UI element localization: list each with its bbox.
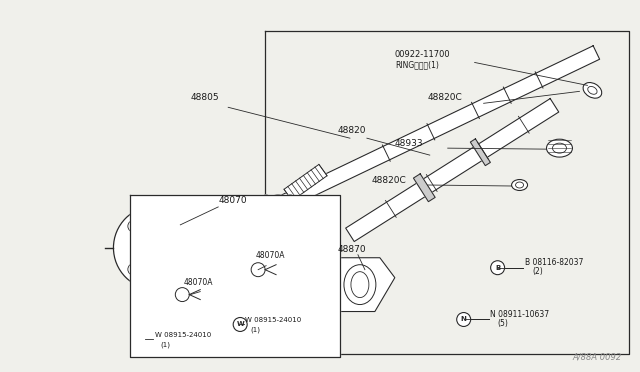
Text: 48820C: 48820C [428,93,463,102]
Circle shape [457,312,470,327]
Ellipse shape [547,139,572,157]
Text: N 08911-10637: N 08911-10637 [490,310,548,318]
Text: N: N [461,317,467,323]
Ellipse shape [351,272,369,298]
Circle shape [265,195,291,221]
Circle shape [128,263,140,275]
Ellipse shape [516,182,524,188]
Circle shape [284,209,296,221]
Ellipse shape [583,83,602,98]
Circle shape [171,220,183,232]
Text: 48070A: 48070A [255,251,285,260]
Text: (2): (2) [532,267,543,276]
Polygon shape [275,46,600,212]
Text: (1): (1) [250,327,260,333]
Text: (5): (5) [498,320,509,328]
Text: 48933: 48933 [395,139,424,148]
Circle shape [251,263,265,277]
Circle shape [138,331,154,347]
Polygon shape [325,258,395,311]
Circle shape [113,206,197,290]
Polygon shape [194,203,268,253]
Text: A/88A 0092: A/88A 0092 [572,352,621,361]
Circle shape [171,263,183,275]
Ellipse shape [344,265,376,305]
Circle shape [134,226,177,270]
Text: 00922-11700: 00922-11700 [395,51,451,60]
Text: B 08116-82037: B 08116-82037 [525,258,583,267]
Text: W 08915-24010: W 08915-24010 [156,333,212,339]
Polygon shape [284,164,327,201]
Text: 48820: 48820 [338,126,367,135]
Circle shape [175,288,189,302]
Text: 48820C: 48820C [372,176,406,185]
Polygon shape [413,174,435,202]
Ellipse shape [511,180,527,190]
Text: RINGリング(1): RINGリング(1) [395,60,438,70]
Text: (1): (1) [161,341,170,348]
Circle shape [148,241,162,254]
Circle shape [491,261,504,275]
Text: W 08915-24010: W 08915-24010 [245,317,301,324]
Text: 48805: 48805 [190,93,219,102]
Circle shape [128,220,140,232]
Text: 48070: 48070 [218,196,247,205]
Text: 48070A: 48070A [183,278,212,287]
Circle shape [284,195,296,207]
Circle shape [260,209,272,221]
Ellipse shape [552,143,566,153]
Polygon shape [131,195,340,357]
Circle shape [233,318,247,331]
Text: W: W [236,321,244,327]
Polygon shape [470,139,490,166]
Polygon shape [284,215,344,269]
Ellipse shape [588,86,597,94]
Text: W: W [141,336,149,342]
Text: B: B [495,265,500,271]
Text: 48870: 48870 [338,245,367,254]
Polygon shape [346,99,559,241]
Circle shape [260,195,272,207]
